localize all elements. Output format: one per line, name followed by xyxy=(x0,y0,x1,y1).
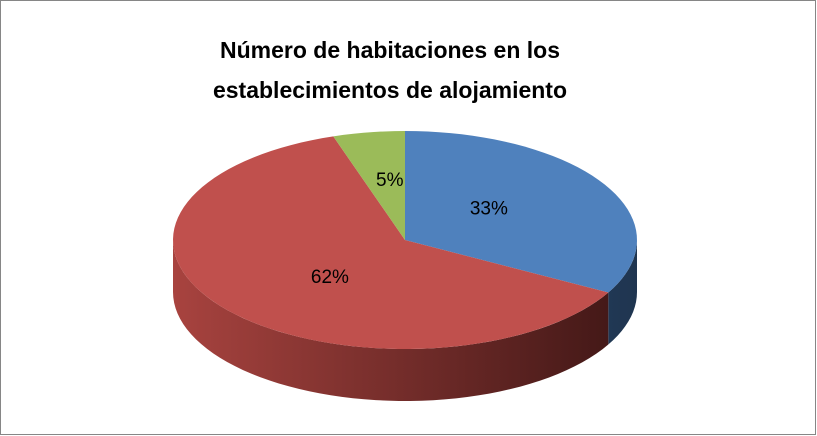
data-label: 33% xyxy=(470,198,508,219)
slice xyxy=(173,136,609,349)
slice xyxy=(333,131,405,240)
slice-side xyxy=(173,240,609,401)
chart-title: Número de habitaciones en los establecim… xyxy=(212,37,568,103)
slice-side xyxy=(608,240,637,345)
data-label: 62% xyxy=(311,267,349,288)
slice xyxy=(405,131,637,293)
data-label: 5% xyxy=(376,170,404,191)
